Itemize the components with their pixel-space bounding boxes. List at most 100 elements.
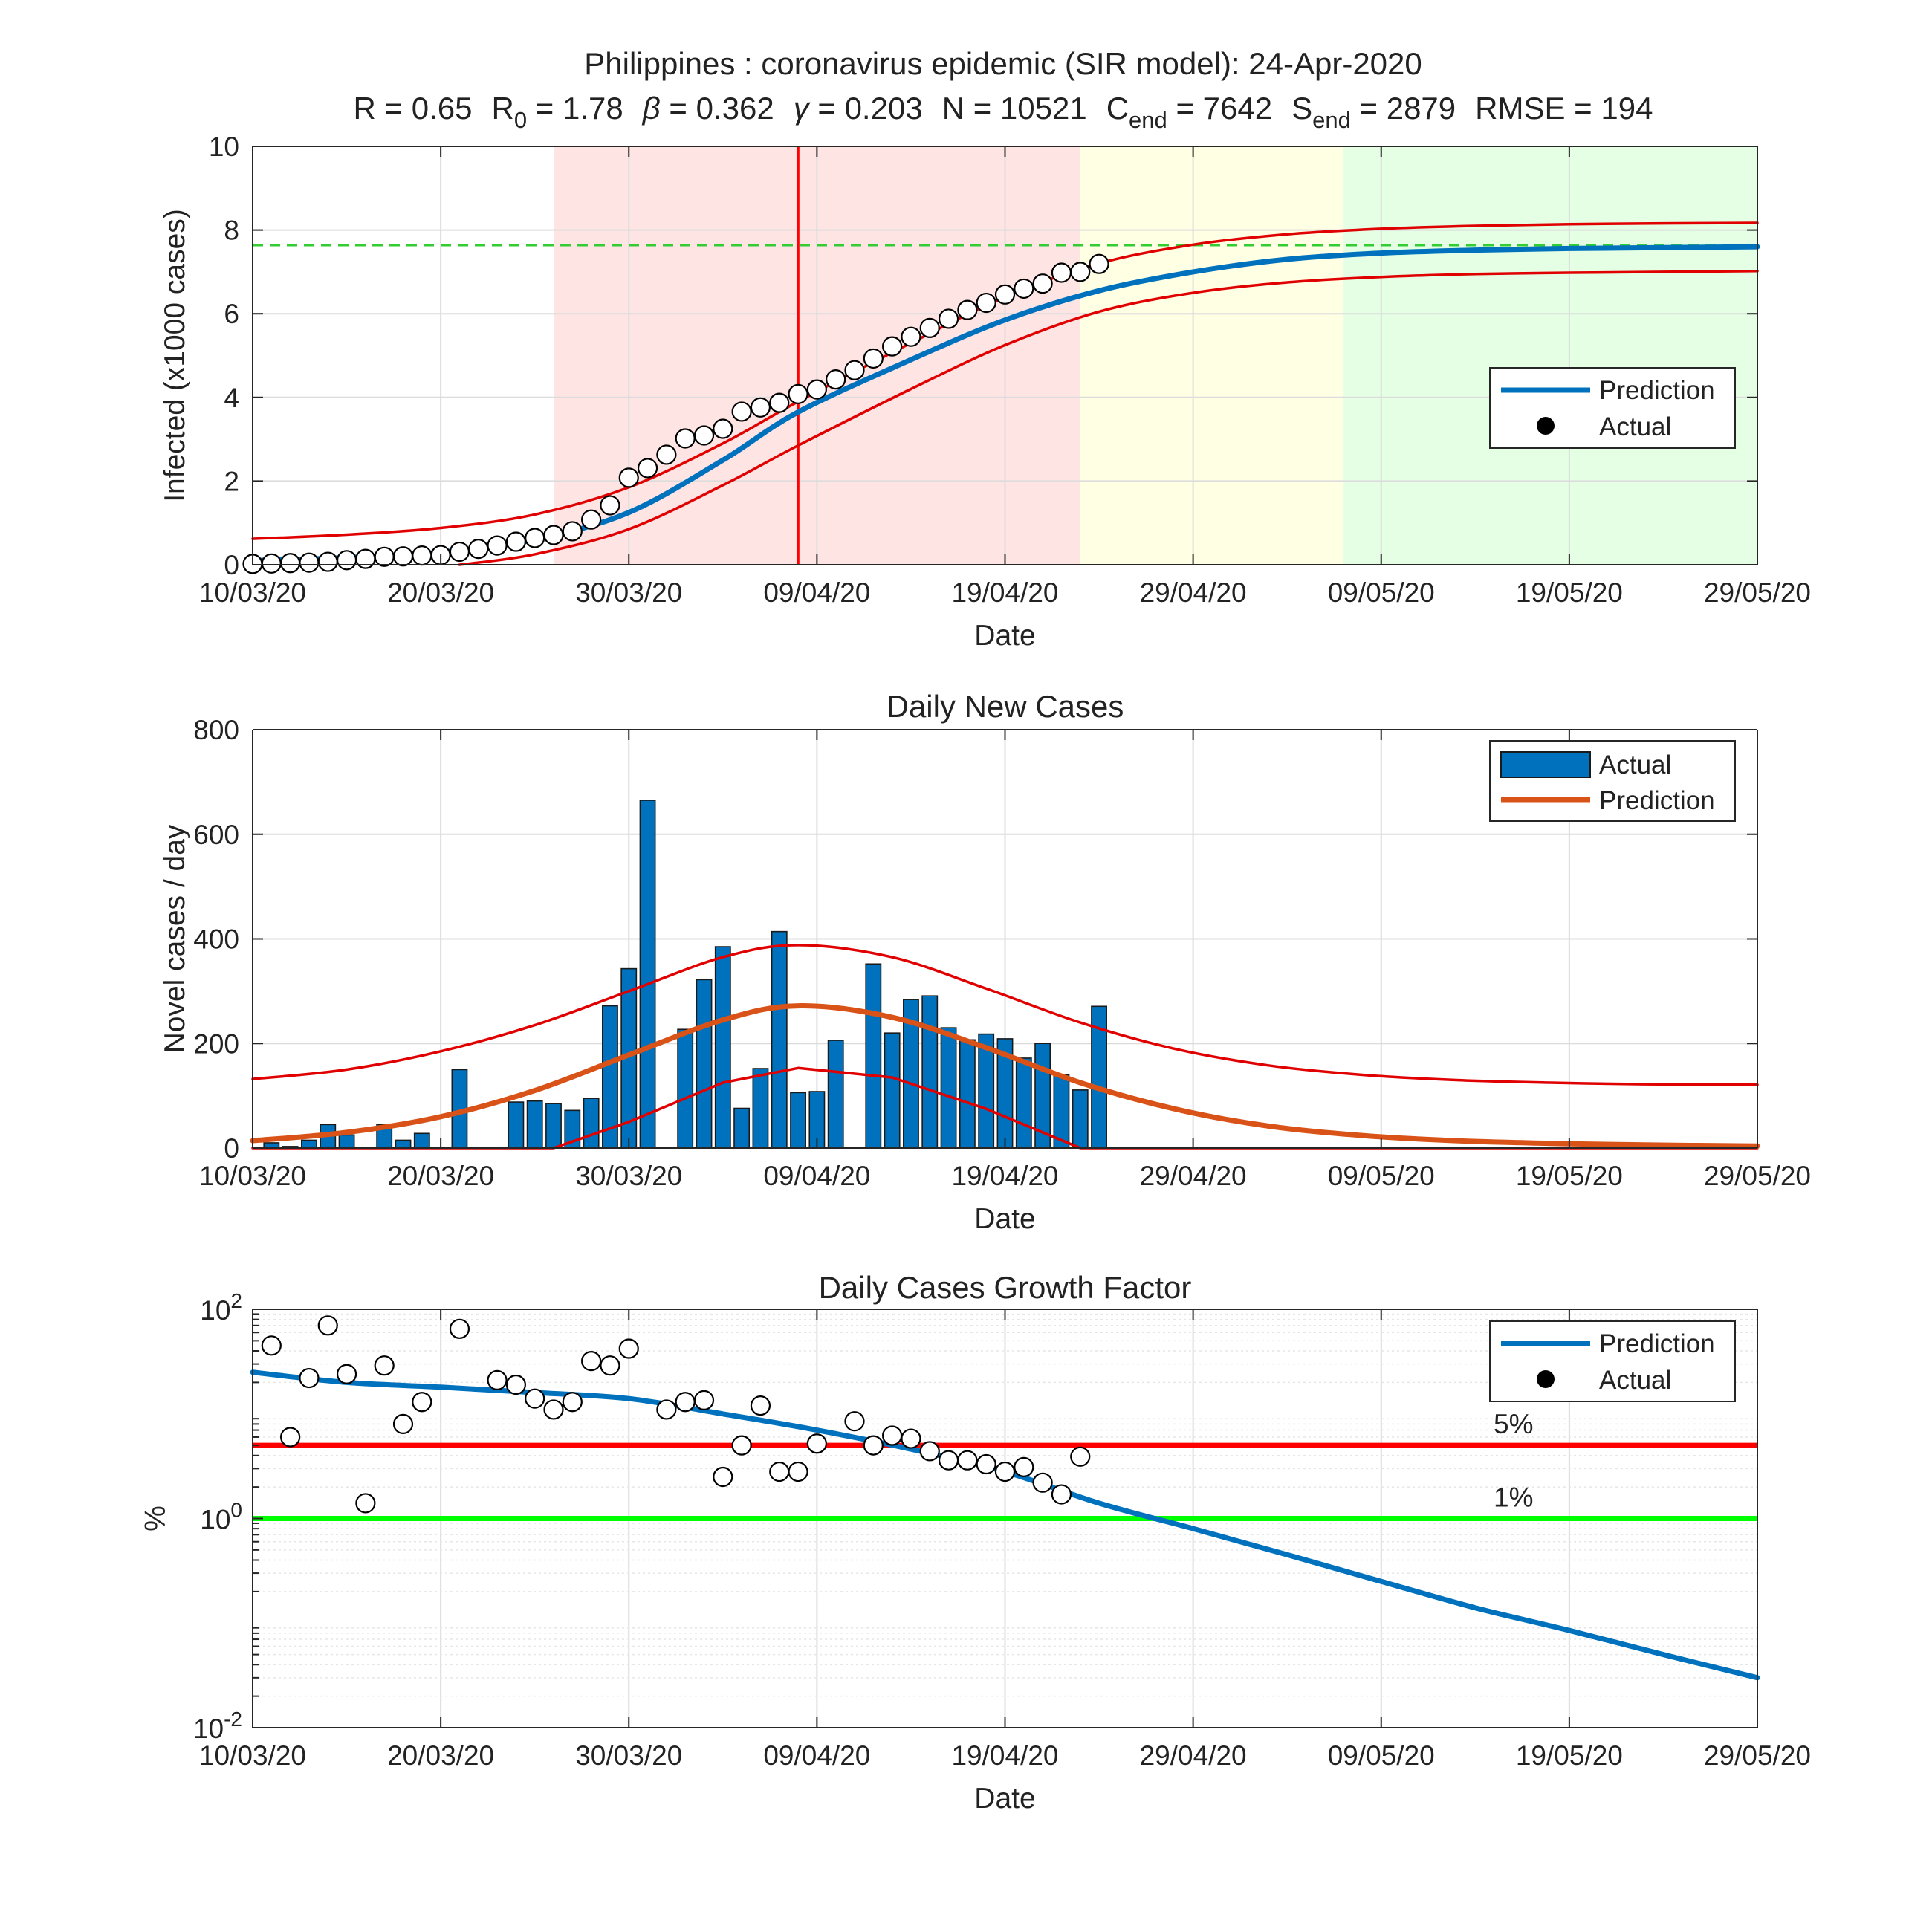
actual-point: [957, 299, 978, 320]
actual-point: [525, 528, 545, 548]
param-equals: =: [965, 91, 1000, 126]
actual-point: [392, 546, 414, 567]
growth-factor-chart: Daily Cases Growth Factor 10/03/20 20/03/…: [140, 1270, 1811, 1815]
prediction-line: [250, 1003, 1760, 1149]
actual-point: [957, 1450, 978, 1471]
actual-point: [806, 1433, 827, 1454]
actual-point: [844, 1411, 865, 1432]
y-tick-label: 10: [209, 132, 239, 162]
x-tick-label: 09/04/20: [763, 1740, 870, 1771]
bar: [1015, 1057, 1032, 1149]
bar: [733, 1107, 751, 1149]
figure-title: Philippines : coronavirus epidemic (SIR …: [584, 46, 1422, 81]
bar: [771, 930, 788, 1149]
actual-point: [449, 1318, 470, 1339]
param-label: R: [354, 91, 376, 126]
y-tick-label: 800: [193, 715, 239, 745]
legend: Prediction Actual: [1489, 367, 1736, 449]
legend-label-prediction: Prediction: [1599, 786, 1715, 815]
legend-box: [1489, 367, 1736, 449]
actual-point: [374, 1355, 395, 1376]
x-tick-label: 09/05/20: [1328, 1161, 1435, 1191]
actual-point: [919, 1441, 940, 1462]
tick-base: 10: [200, 1295, 230, 1326]
legend-swatch-actual: [1537, 1370, 1555, 1388]
y-axis-label: Infected (x1000 cases): [159, 209, 191, 502]
actual-point: [600, 495, 620, 516]
y-axis-label: %: [140, 1505, 172, 1531]
actual-point: [261, 553, 282, 574]
x-tick-label: 20/03/20: [387, 1740, 494, 1771]
tick-exponent: 2: [230, 1289, 242, 1312]
x-tick-label: 19/05/20: [1516, 1161, 1623, 1191]
actual-point: [1014, 278, 1034, 299]
param-value: 1.78: [563, 91, 623, 126]
bar: [884, 1032, 901, 1149]
actual-point: [731, 401, 752, 422]
actual-point: [299, 552, 320, 573]
actual-point: [863, 348, 884, 369]
param-subscript: end: [1129, 107, 1167, 133]
actual-point: [976, 292, 996, 314]
param-label: N: [942, 91, 965, 126]
phase-band: [1080, 146, 1344, 565]
legend: Actual Prediction: [1489, 740, 1736, 822]
param-label: β: [641, 91, 661, 126]
actual-point: [938, 1450, 959, 1471]
actual-point: [769, 1461, 790, 1482]
actual-point: [656, 1399, 677, 1420]
actual-point: [261, 1335, 282, 1356]
actual-point: [863, 1435, 884, 1456]
param-label: C: [1106, 91, 1129, 126]
actual-point: [693, 425, 715, 446]
tick-base: 10: [193, 1714, 224, 1744]
x-axis-label: Date: [974, 620, 1035, 652]
x-tick-label: 29/04/20: [1140, 577, 1247, 608]
param-value: 0.362: [696, 91, 774, 126]
actual-point: [675, 428, 696, 449]
x-tick-label: 19/05/20: [1516, 1740, 1623, 1771]
actual-point: [299, 1367, 320, 1389]
param-equals: =: [1351, 91, 1387, 126]
x-tick-label: 09/05/20: [1328, 577, 1435, 608]
actual-point: [1070, 1446, 1091, 1467]
bar: [959, 1039, 976, 1149]
actual-point: [505, 1374, 526, 1395]
y-tick-label: 10-2: [193, 1708, 242, 1744]
x-tick-label: 09/04/20: [763, 577, 870, 608]
y-tick-label: 0: [224, 1133, 239, 1164]
lower-bound-line: [458, 270, 1759, 566]
x-tick-label: 19/04/20: [951, 1161, 1058, 1191]
actual-point: [637, 458, 658, 479]
param-equals: =: [1566, 91, 1601, 126]
actual-point: [713, 1466, 733, 1488]
param-label: γ: [794, 91, 811, 126]
infected-chart: 10/03/20 20/03/20 30/03/20 09/04/20 19/04/20…: [159, 132, 1811, 652]
actual-point: [693, 1390, 715, 1411]
actual-point: [374, 546, 395, 567]
actual-point: [280, 1427, 301, 1448]
actual-point: [713, 418, 733, 439]
actual-point: [600, 1355, 620, 1376]
chart-title: Daily Cases Growth Factor: [819, 1270, 1192, 1305]
actual-point: [1070, 262, 1091, 282]
legend-swatch-actual: [1537, 417, 1555, 435]
x-tick-label: 19/05/20: [1516, 577, 1623, 608]
actual-point: [412, 545, 432, 566]
y-tick-label: 0: [224, 550, 239, 580]
x-tick-label: 30/03/20: [575, 577, 682, 608]
param-equals: =: [809, 91, 845, 126]
param-value: 194: [1601, 91, 1653, 126]
threshold-label-1: 1%: [1494, 1482, 1533, 1513]
actual-point: [844, 360, 865, 380]
bar: [921, 995, 939, 1149]
param-subscript: 0: [514, 107, 527, 133]
y-axis-label: Novel cases / day: [159, 824, 191, 1053]
actual-point: [581, 509, 602, 530]
actual-point: [1051, 262, 1072, 283]
x-tick-label: 30/03/20: [575, 1161, 682, 1191]
x-tick-label: 19/04/20: [951, 577, 1058, 608]
legend-label-actual: Actual: [1599, 1366, 1671, 1395]
model-parameters: R = 0.65 R0 = 1.78 β = 0.362 γ = 0.203 N = 1…: [354, 91, 1653, 133]
x-tick-label: 29/04/20: [1140, 1740, 1247, 1771]
